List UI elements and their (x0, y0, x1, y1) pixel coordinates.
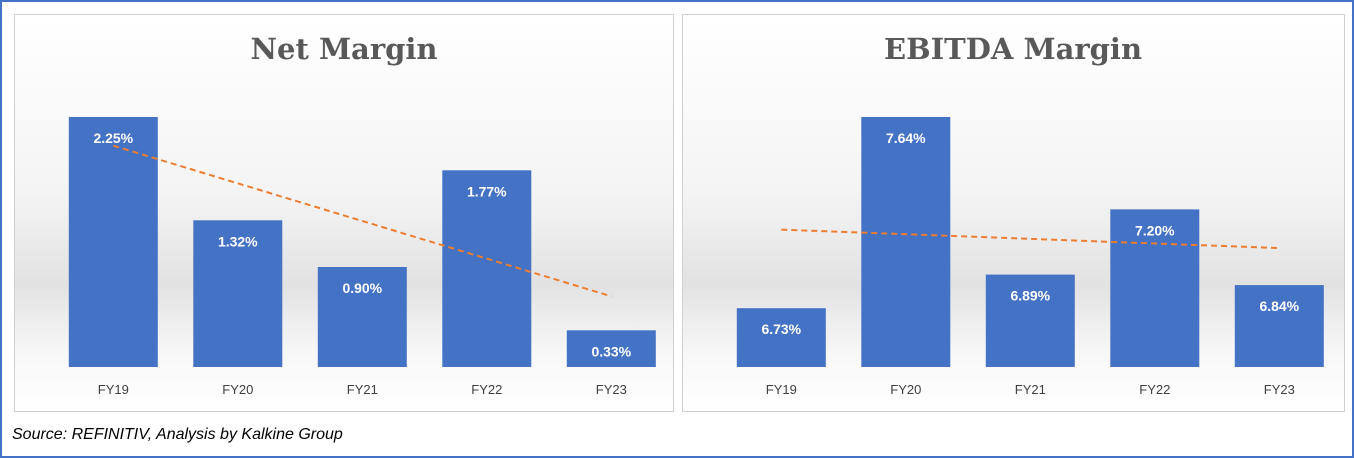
x-tick-label: FY21 (1015, 382, 1046, 397)
data-label: 0.90% (342, 280, 382, 296)
bar-fy21 (985, 274, 1075, 367)
ebitda-margin-chart: EBITDA Margin 6.73% FY19 7.64% FY20 6.89% FY2… (682, 14, 1345, 412)
x-tick-label: FY23 (596, 382, 627, 397)
trendline (113, 144, 612, 298)
ebitda-margin-chart-svg: EBITDA Margin 6.73% FY19 7.64% FY20 6.89% FY2… (736, 32, 1324, 397)
net-margin-chart: Net Margin 2.25% FY19 1.32% FY20 0.90% FY21 1.… (14, 14, 674, 412)
bar-fy19 (68, 117, 158, 367)
x-tick-label: FY22 (1139, 382, 1170, 397)
data-label: 7.20% (1135, 222, 1175, 238)
bar-fy23 (566, 330, 656, 367)
bar-fy19 (736, 308, 826, 367)
bar-fy23 (1234, 285, 1324, 367)
x-tick-label: FY23 (1264, 382, 1295, 397)
data-label: 0.33% (591, 343, 631, 359)
x-tick-label: FY19 (766, 382, 797, 397)
data-label: 1.77% (467, 183, 507, 199)
data-label: 6.73% (761, 321, 801, 337)
x-tick-label: FY21 (347, 382, 378, 397)
data-label: 1.32% (218, 233, 258, 249)
chart-title: Net Margin (251, 32, 438, 66)
data-label: 2.25% (93, 130, 133, 146)
data-label: 6.84% (1259, 298, 1299, 314)
bar-fy22 (1110, 209, 1200, 367)
source-note: Source: REFINITIV, Analysis by Kalkine G… (12, 426, 343, 443)
data-label: 6.89% (1010, 288, 1050, 304)
net-margin-chart-svg: Net Margin 2.25% FY19 1.32% FY20 0.90% FY21 1.… (68, 32, 656, 397)
x-tick-label: FY20 (222, 382, 253, 397)
x-tick-label: FY19 (98, 382, 129, 397)
trendline (781, 228, 1280, 250)
bar-fy20 (193, 220, 283, 367)
bar-fy20 (861, 117, 951, 367)
data-label: 7.64% (886, 130, 926, 146)
bar-fy21 (317, 267, 407, 367)
chart-title: EBITDA Margin (884, 32, 1142, 66)
x-tick-label: FY22 (471, 382, 502, 397)
x-tick-label: FY20 (890, 382, 921, 397)
